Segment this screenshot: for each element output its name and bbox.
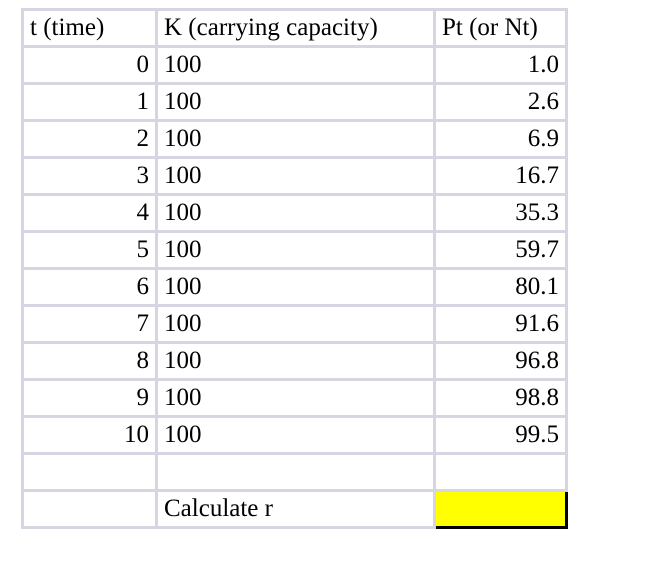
spreadsheet-table: t (time) K (carrying capacity) Pt (or Nt… xyxy=(21,8,568,529)
cell-population[interactable]: 80.1 xyxy=(433,267,568,307)
cell-carrying-capacity[interactable]: 100 xyxy=(155,82,436,122)
cell-population[interactable]: 59.7 xyxy=(433,230,568,270)
cell-time[interactable]: 1 xyxy=(21,82,158,122)
cell-carrying-capacity[interactable]: 100 xyxy=(155,415,436,455)
header-carrying-capacity[interactable]: K (carrying capacity) xyxy=(155,8,436,48)
table-row: 7 100 91.6 xyxy=(21,304,568,344)
cell-time[interactable]: 5 xyxy=(21,230,158,270)
header-row: t (time) K (carrying capacity) Pt (or Nt… xyxy=(21,8,568,48)
cell-time[interactable]: 2 xyxy=(21,119,158,159)
empty-cell[interactable] xyxy=(21,452,158,492)
table-row: 5 100 59.7 xyxy=(21,230,568,270)
table-row: 10 100 99.5 xyxy=(21,415,568,455)
cell-carrying-capacity[interactable]: 100 xyxy=(155,267,436,307)
cell-time[interactable]: 3 xyxy=(21,156,158,196)
cell-population[interactable]: 98.8 xyxy=(433,378,568,418)
table-row: 1 100 2.6 xyxy=(21,82,568,122)
cell-carrying-capacity[interactable]: 100 xyxy=(155,230,436,270)
empty-cell[interactable] xyxy=(155,452,436,492)
cell-population[interactable]: 99.5 xyxy=(433,415,568,455)
table-row: 6 100 80.1 xyxy=(21,267,568,307)
cell-population[interactable]: 91.6 xyxy=(433,304,568,344)
calculate-row: Calculate r xyxy=(21,489,568,529)
empty-cell[interactable] xyxy=(433,452,568,492)
header-population[interactable]: Pt (or Nt) xyxy=(433,8,568,48)
cell-time[interactable]: 0 xyxy=(21,45,158,85)
empty-row xyxy=(21,452,568,492)
table-row: 3 100 16.7 xyxy=(21,156,568,196)
table-row: 4 100 35.3 xyxy=(21,193,568,233)
table-row: 9 100 98.8 xyxy=(21,378,568,418)
cell-carrying-capacity[interactable]: 100 xyxy=(155,119,436,159)
empty-cell[interactable] xyxy=(21,489,158,529)
cell-population[interactable]: 35.3 xyxy=(433,193,568,233)
table-row: 2 100 6.9 xyxy=(21,119,568,159)
cell-carrying-capacity[interactable]: 100 xyxy=(155,45,436,85)
cell-time[interactable]: 7 xyxy=(21,304,158,344)
cell-carrying-capacity[interactable]: 100 xyxy=(155,378,436,418)
cell-time[interactable]: 10 xyxy=(21,415,158,455)
cell-population[interactable]: 16.7 xyxy=(433,156,568,196)
cell-population[interactable]: 1.0 xyxy=(433,45,568,85)
cell-time[interactable]: 8 xyxy=(21,341,158,381)
header-time[interactable]: t (time) xyxy=(21,8,158,48)
cell-carrying-capacity[interactable]: 100 xyxy=(155,193,436,233)
table-row: 8 100 96.8 xyxy=(21,341,568,381)
cell-population[interactable]: 96.8 xyxy=(433,341,568,381)
cell-carrying-capacity[interactable]: 100 xyxy=(155,156,436,196)
cell-carrying-capacity[interactable]: 100 xyxy=(155,304,436,344)
cell-carrying-capacity[interactable]: 100 xyxy=(155,341,436,381)
cell-time[interactable]: 6 xyxy=(21,267,158,307)
cell-time[interactable]: 4 xyxy=(21,193,158,233)
cell-population[interactable]: 6.9 xyxy=(433,119,568,159)
cell-population[interactable]: 2.6 xyxy=(433,82,568,122)
answer-cell[interactable] xyxy=(433,489,568,529)
table-row: 0 100 1.0 xyxy=(21,45,568,85)
calculate-r-label[interactable]: Calculate r xyxy=(155,489,436,529)
cell-time[interactable]: 9 xyxy=(21,378,158,418)
